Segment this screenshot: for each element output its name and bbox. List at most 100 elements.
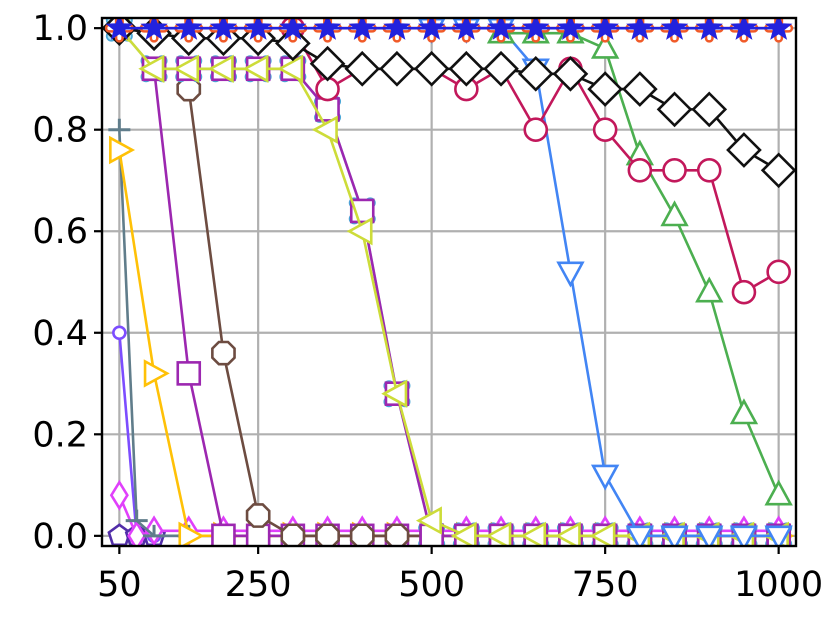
data-point [660, 200, 689, 227]
data-point [349, 523, 375, 546]
data-point [554, 521, 581, 546]
data-point [125, 509, 148, 523]
data-point [590, 464, 620, 491]
data-point [108, 118, 131, 132]
data-point [242, 54, 269, 83]
x-tick-label: 50 [97, 565, 142, 605]
x-tick-label: 750 [572, 565, 639, 605]
data-point [211, 340, 236, 366]
data-point [591, 18, 619, 40]
data-point [729, 525, 759, 546]
data-point [211, 523, 236, 546]
data-point [589, 521, 616, 546]
data-point [730, 18, 758, 40]
data-point [487, 18, 515, 40]
data-point [244, 18, 272, 40]
data-point [764, 525, 793, 546]
data-point [450, 521, 477, 546]
data-point [517, 56, 554, 92]
data-point [315, 523, 340, 546]
data-point [485, 521, 512, 546]
data-point [245, 523, 271, 546]
data-point [275, 25, 311, 62]
data-point [178, 521, 205, 546]
data-point [143, 524, 166, 538]
y-axis: 0.0 0.2 0.4 0.6 0.8 1.0 [32, 9, 102, 557]
data-point [660, 525, 689, 546]
data-point [590, 32, 620, 59]
y-tick-label: 0.2 [32, 415, 88, 455]
data-point [175, 18, 203, 40]
data-point [729, 398, 759, 425]
data-point [280, 523, 306, 546]
data-point [384, 523, 410, 546]
x-tick-label: 1000 [734, 565, 823, 605]
data-point [381, 379, 408, 408]
data-point [413, 50, 450, 87]
data-point [627, 158, 653, 183]
data-point [348, 18, 376, 40]
data-point [520, 521, 547, 546]
data-point [695, 18, 723, 40]
series-layer [102, 18, 796, 546]
data-point [691, 91, 728, 128]
data-point [766, 259, 791, 285]
data-point [731, 279, 757, 305]
data-point [726, 132, 762, 168]
x-tick-label: 500 [398, 565, 465, 605]
data-point [696, 158, 722, 183]
data-point [173, 54, 200, 83]
y-tick-label: 0.0 [32, 517, 88, 557]
data-point [207, 54, 234, 83]
data-point [452, 18, 481, 40]
series-1 [105, 18, 793, 40]
data-point [760, 152, 796, 189]
data-point [311, 115, 338, 144]
data-point [344, 50, 381, 87]
data-point [176, 361, 202, 386]
data-point [346, 217, 373, 246]
data-point [112, 325, 127, 341]
x-tick-label: 250 [225, 565, 292, 605]
data-point [138, 54, 165, 83]
data-point [695, 276, 724, 303]
data-point [622, 71, 658, 107]
data-point [625, 525, 655, 546]
data-point [383, 18, 411, 40]
data-point [556, 18, 585, 40]
data-point [277, 54, 304, 83]
data-point [523, 117, 549, 142]
data-point [143, 359, 170, 388]
data-point [656, 91, 693, 128]
data-point [522, 18, 550, 40]
data-point [764, 479, 793, 506]
data-point [176, 76, 202, 102]
data-point [587, 71, 623, 107]
y-tick-label: 0.6 [32, 212, 88, 252]
data-point [552, 56, 589, 92]
data-point [140, 18, 168, 40]
y-tick-label: 0.8 [32, 111, 88, 151]
data-point [309, 45, 346, 82]
data-point [448, 50, 485, 87]
data-point [245, 503, 271, 528]
data-point [626, 18, 654, 40]
data-point [483, 50, 519, 87]
data-point [662, 158, 687, 183]
data-point [592, 117, 618, 142]
data-point [415, 506, 442, 535]
data-point [127, 520, 147, 546]
data-point [105, 18, 134, 40]
data-point [109, 479, 129, 511]
data-point [279, 18, 307, 40]
data-point [109, 135, 136, 165]
data-point [417, 18, 446, 40]
y-tick-label: 0.4 [32, 314, 88, 354]
data-point [556, 261, 585, 288]
x-axis: 50 250 500 750 1000 [97, 546, 823, 605]
data-point [764, 18, 793, 40]
plot-frame [100, 16, 798, 548]
y-tick-label: 1.0 [32, 9, 88, 49]
data-point [379, 50, 415, 87]
